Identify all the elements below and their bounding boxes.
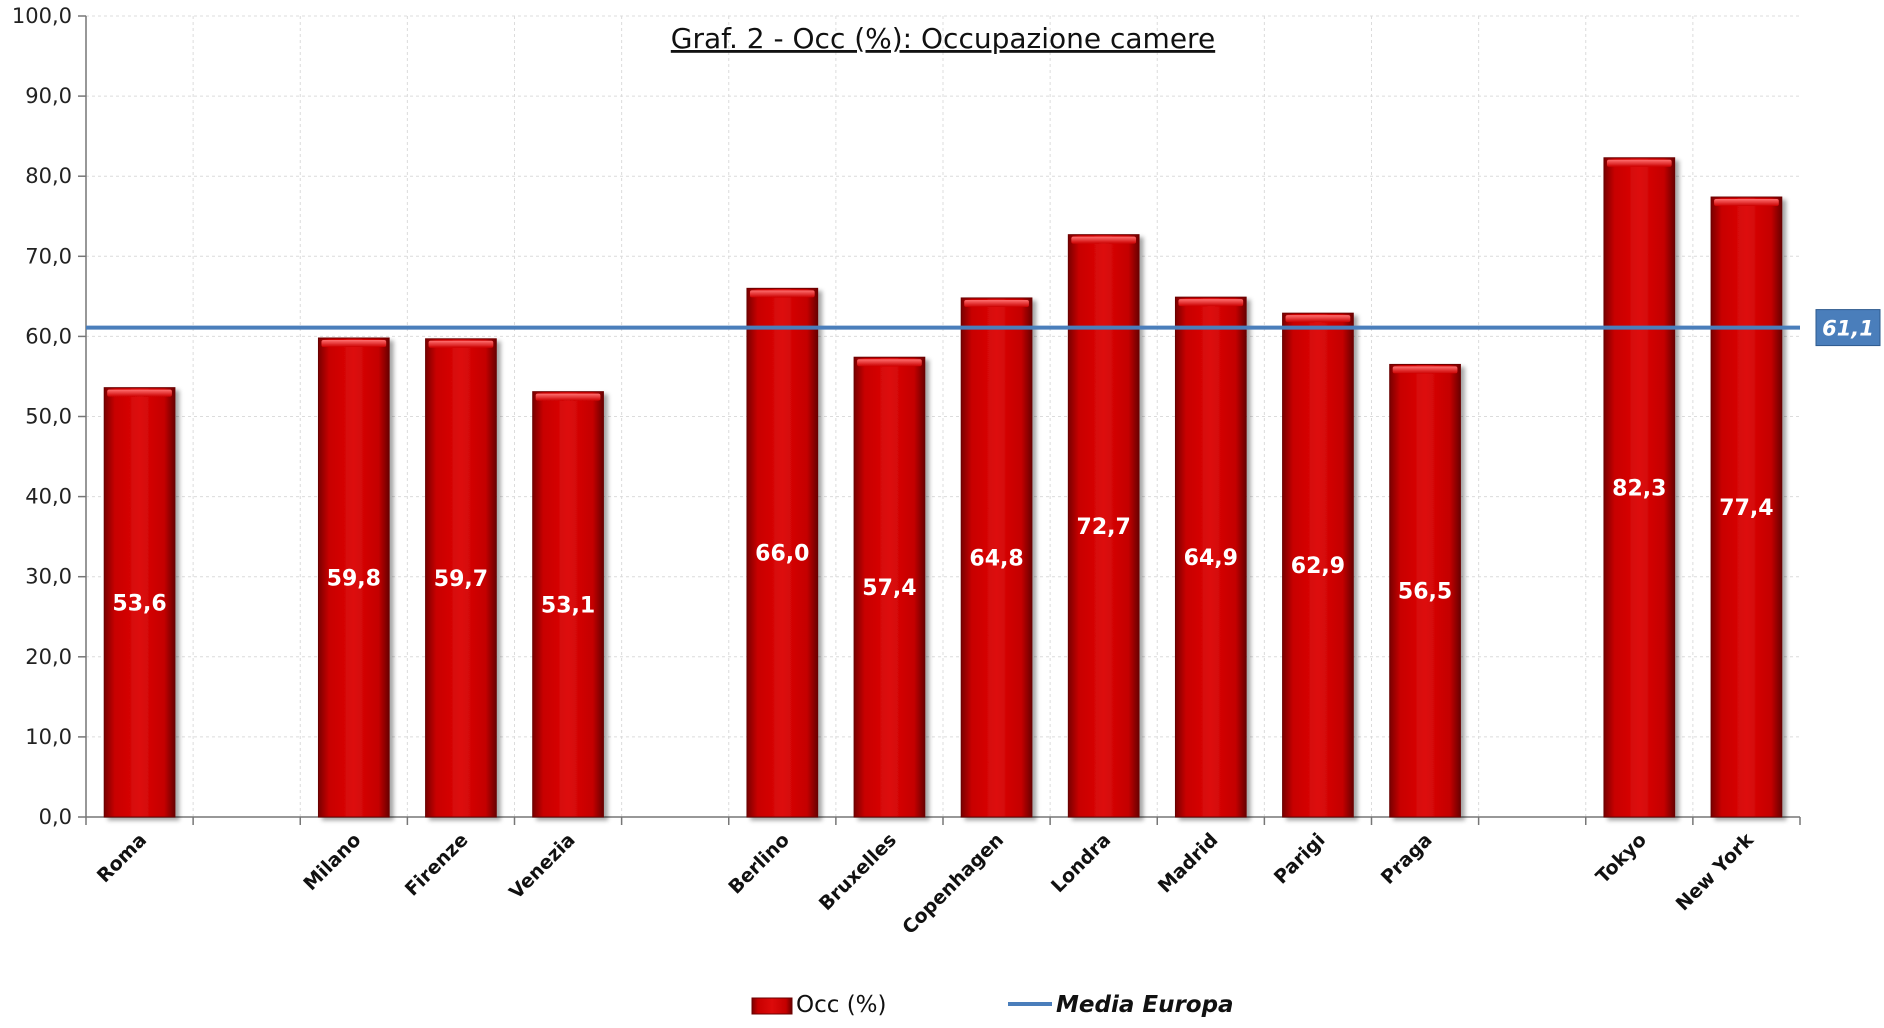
- y-tick-label: 100,0: [12, 4, 72, 28]
- data-label: 59,7: [434, 567, 488, 592]
- reference-line-group: 61,1: [86, 309, 1881, 347]
- y-tick-label: 20,0: [25, 645, 72, 669]
- bar-body: [1603, 157, 1676, 818]
- bar-highlight: [1714, 199, 1779, 207]
- bar: [425, 338, 497, 818]
- bar: [103, 387, 176, 818]
- x-tick-label: Bruxelles: [815, 829, 901, 915]
- data-label: 72,7: [1077, 515, 1131, 540]
- y-tick-label: 40,0: [25, 485, 72, 509]
- x-tick-label: Praga: [1377, 829, 1437, 889]
- bar-highlight: [1178, 299, 1244, 307]
- data-label: 82,3: [1612, 476, 1666, 501]
- bar: [1603, 157, 1676, 818]
- legend: Occ (%) Media Europa: [751, 992, 1234, 1018]
- reference-line-label: 61,1: [1815, 309, 1881, 347]
- bar: [960, 297, 1033, 818]
- y-tick-label: 60,0: [25, 324, 72, 348]
- legend-entry-media: Media Europa: [1008, 992, 1234, 1018]
- bar: [317, 337, 390, 818]
- x-tick-label: Milano: [299, 829, 365, 895]
- bar-body: [1067, 234, 1140, 818]
- y-tick-label: 0,0: [39, 805, 72, 829]
- data-label: 59,8: [327, 567, 381, 592]
- bar-highlight: [535, 393, 601, 401]
- y-tick-label: 50,0: [25, 405, 72, 429]
- data-label: 62,9: [1291, 554, 1345, 579]
- y-tick-label: 90,0: [25, 84, 72, 108]
- x-tick-label: Berlino: [724, 829, 794, 899]
- x-tick-label: Londra: [1047, 829, 1115, 897]
- x-tick-label: Parigi: [1270, 829, 1330, 889]
- x-tick-label: Madrid: [1154, 829, 1222, 897]
- reference-label-text: 61,1: [1822, 317, 1874, 341]
- bar: [1710, 196, 1783, 818]
- data-label: 64,9: [1184, 546, 1238, 571]
- bar: [853, 356, 926, 818]
- data-label: 64,8: [969, 546, 1023, 571]
- bar-body: [1174, 296, 1247, 818]
- legend-label: Occ (%): [796, 992, 887, 1018]
- data-label: 53,1: [541, 593, 595, 618]
- bar-body: [1710, 196, 1783, 818]
- bar-highlight: [1285, 315, 1351, 323]
- x-tick-label: Venezia: [505, 829, 580, 904]
- bar: [746, 287, 819, 818]
- y-tick-label: 30,0: [25, 565, 72, 589]
- bar-body: [532, 391, 604, 818]
- x-tick-label: Tokyo: [1592, 829, 1651, 888]
- legend-swatch-bar: [751, 997, 793, 1015]
- bar-highlight: [321, 340, 387, 348]
- chart-title: Graf. 2 - Occ (%): Occupazione camere: [671, 22, 1215, 55]
- bar-body: [317, 337, 390, 818]
- bar-highlight: [107, 389, 172, 397]
- x-tick-label: New York: [1672, 829, 1759, 916]
- grid: [86, 15, 1800, 817]
- bar-body: [425, 338, 497, 818]
- bar-body: [960, 297, 1033, 818]
- y-tick-label: 80,0: [25, 164, 72, 188]
- bar: [1282, 312, 1354, 818]
- bar-body: [1282, 312, 1354, 818]
- bar-body: [746, 287, 819, 818]
- legend-entry-occ: Occ (%): [751, 992, 887, 1018]
- reference-label-box: [1815, 309, 1881, 347]
- bar-body: [103, 387, 176, 818]
- y-tick-label: 10,0: [25, 725, 72, 749]
- bar-highlight: [964, 299, 1029, 307]
- x-tick-label: Firenze: [401, 829, 473, 901]
- bar-body: [853, 356, 926, 818]
- data-label: 53,6: [112, 591, 166, 616]
- bar-highlight: [857, 359, 922, 367]
- bar-highlight: [1071, 236, 1137, 244]
- bar: [1067, 234, 1140, 818]
- bar-highlight: [428, 340, 494, 348]
- data-label: 77,4: [1719, 496, 1773, 521]
- bar-highlight: [749, 290, 815, 298]
- bar: [1174, 296, 1247, 818]
- x-tick-label: Roma: [93, 829, 151, 887]
- y-tick-label: 70,0: [25, 244, 72, 268]
- data-label: 56,5: [1398, 580, 1452, 605]
- bar: [532, 391, 604, 818]
- x-tick-label: Copenhagen: [898, 829, 1008, 939]
- bar: [1389, 363, 1461, 818]
- bars: [103, 157, 1783, 818]
- bar-highlight: [1392, 366, 1458, 374]
- bar-body: [1389, 363, 1461, 818]
- legend-label: Media Europa: [1056, 992, 1234, 1018]
- bar-highlight: [1606, 159, 1672, 167]
- data-label: 57,4: [862, 576, 916, 601]
- data-label: 66,0: [755, 542, 809, 567]
